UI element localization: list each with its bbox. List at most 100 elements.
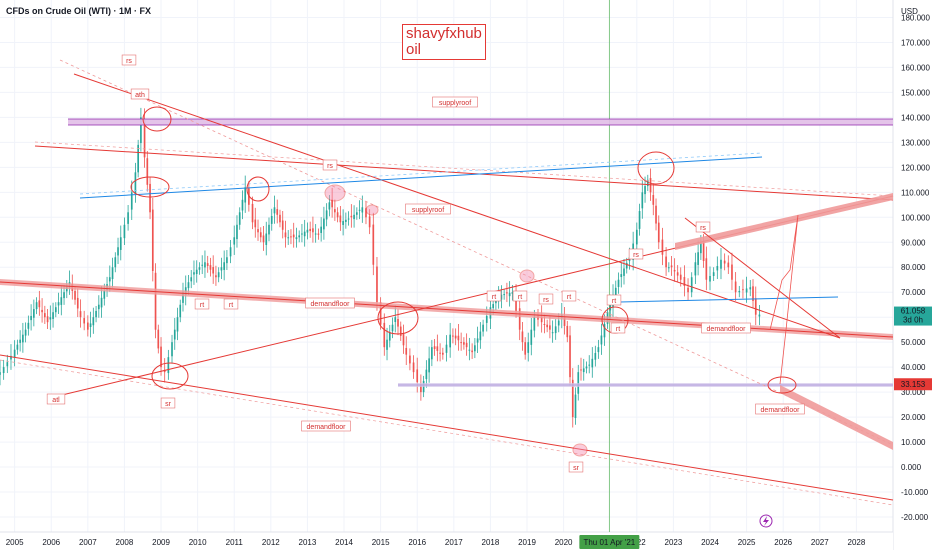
x-tick-label: 2006 [42,538,60,547]
falling-band[interactable] [780,385,893,450]
desc-trendline-major[interactable] [73,73,841,339]
marker-dot-2020[interactable] [572,443,588,457]
annotation-label: ath [135,92,145,99]
candle-body [19,339,21,343]
candle-body [244,187,247,203]
candle-body [452,335,454,337]
annotation-box [538,293,554,305]
candle-body [97,304,100,310]
candle-body [6,362,9,367]
candle-body [428,358,430,373]
lightning-icon[interactable] [759,514,773,528]
desc-trendline-top-dashed[interactable] [34,141,894,197]
candle-body [290,236,292,238]
y-tick-label: -20.000 [901,513,929,522]
candle-body [754,298,757,315]
x-tick-label: 2024 [701,538,719,547]
candle-body [103,290,106,299]
channel-bottom[interactable] [0,354,894,501]
candle-body [758,314,761,317]
candle-body [33,309,35,318]
marker-ellipse-2008-peak[interactable] [142,106,172,132]
candle-body [463,342,465,345]
candle-body [527,342,530,353]
candle-body [355,212,358,215]
candle-body [0,372,1,375]
candle-body [577,372,580,394]
candle-body [212,267,215,274]
annotation-label: sr [573,465,580,472]
blue-trendline[interactable] [79,156,763,199]
candle-body [712,272,715,276]
candle-body [187,282,190,289]
candle-body [160,346,162,368]
candle-body [420,383,422,393]
marker-ellipse-2011[interactable] [246,176,270,202]
marker-dot-2013[interactable] [324,184,346,202]
projection-path[interactable] [769,214,799,385]
x-tick-label: 2017 [445,538,463,547]
annotation-label: demandfloor [307,424,347,431]
candle-body [412,362,415,373]
annotation-box [695,221,711,233]
channel-bottom-dashed[interactable] [0,359,894,506]
symbol-title: CFDs on Crude Oil (WTI) · 1M · FX [6,6,151,16]
marker-ellipse-2015[interactable] [377,301,419,335]
annotation-box [610,322,626,334]
candle-body [217,272,220,278]
candle-body [206,263,209,266]
candle-body [179,304,182,318]
candle-body [193,272,195,275]
candle-body [57,302,60,306]
candle-body [603,323,606,338]
candle-body [405,347,408,355]
y-tick-label: 90.000 [901,238,926,247]
time-axis[interactable] [0,532,893,550]
annotation-box [561,290,577,302]
level-price-badge [894,378,932,391]
candle-body [167,357,170,374]
marker-dot-2018[interactable] [519,269,535,283]
candle-body [600,335,603,345]
candle-body [524,342,527,355]
candle-body [63,292,65,299]
blue-horizontal-70[interactable] [619,296,839,303]
desc-trendline-dashed[interactable] [59,59,894,446]
candle-body [30,315,32,321]
x-tick-label: 2005 [6,538,24,547]
candle-body [111,267,114,280]
candle-body [376,266,378,303]
candle-body [646,179,649,187]
annotation-box [223,298,239,310]
marker-ellipse-2022[interactable] [637,151,675,185]
candle-body [140,117,142,144]
desc-trendline-top[interactable] [34,145,894,201]
candle-body [171,342,173,357]
marker-ellipse-2008-mid[interactable] [130,176,170,198]
candle-body [676,272,679,276]
candle-body [549,325,551,330]
marker-ellipse-2025-target[interactable] [767,376,797,394]
marker-ellipse-2009-low[interactable] [151,362,189,390]
y-tick-label: -10.000 [901,488,929,497]
marker-dot-2014[interactable] [365,204,379,216]
candle-body [137,144,139,173]
y-tick-label: 10.000 [901,438,926,447]
rising-band[interactable] [675,193,893,250]
x-tick-label: 2026 [774,538,792,547]
annotation-label: atl [52,397,60,404]
candle-body [163,369,166,373]
candle-body [151,209,154,271]
candle-body [314,233,317,235]
wedge-upper[interactable] [684,217,841,339]
candle-body [644,186,646,195]
candle-body [485,315,488,323]
candle-body [386,339,388,350]
candle-body [281,220,284,230]
supplyroof-band[interactable] [68,119,893,125]
price-axis[interactable] [893,0,932,550]
candle-body [273,207,276,214]
blue-trendline-dashed[interactable] [79,152,763,195]
